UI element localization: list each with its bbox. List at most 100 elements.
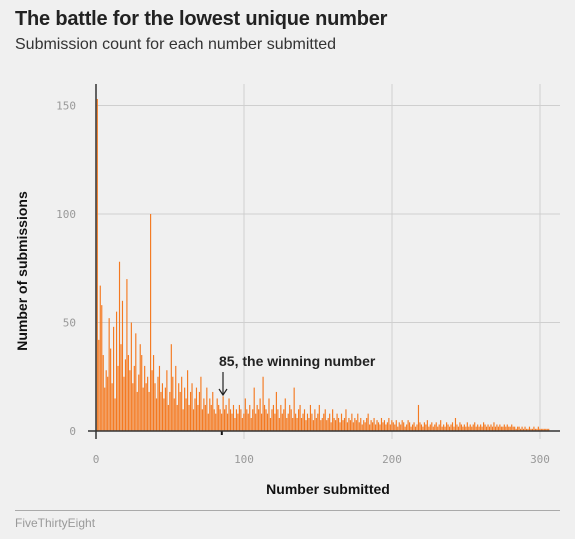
bar [379, 424, 381, 431]
bar [500, 426, 502, 431]
bar [295, 413, 297, 431]
bar [172, 376, 174, 431]
bar [188, 404, 190, 431]
bar [170, 344, 172, 431]
bar [167, 404, 169, 431]
bar [235, 409, 238, 431]
bar [138, 374, 140, 431]
bar [135, 333, 137, 431]
bar [508, 426, 510, 431]
bar [409, 422, 411, 431]
bar [385, 424, 387, 431]
bar [241, 417, 243, 431]
bar [377, 422, 380, 431]
bar [374, 424, 377, 431]
bar [229, 409, 232, 431]
bar [130, 322, 132, 431]
bar [471, 426, 473, 431]
bar [469, 424, 471, 431]
bar [400, 424, 402, 431]
bar [240, 409, 242, 431]
bar [139, 344, 141, 431]
bar [355, 420, 357, 431]
bar [361, 424, 363, 431]
bar [256, 404, 258, 431]
bar [226, 413, 229, 431]
bar [298, 409, 300, 431]
bar [269, 417, 272, 431]
bar [151, 370, 153, 431]
bar [114, 398, 116, 431]
bar [376, 420, 378, 431]
bar [530, 428, 532, 431]
bar [343, 417, 346, 431]
chart-plot: 0 50 100 150 0 100 200 300 85, the winning num… [14, 84, 560, 497]
bar [221, 413, 223, 431]
bar [367, 413, 369, 431]
bar [462, 426, 464, 431]
bar [315, 417, 317, 431]
bar [277, 409, 279, 431]
bar [283, 409, 285, 431]
bar [475, 426, 477, 431]
bar [403, 422, 405, 431]
bar [259, 398, 261, 431]
bar [173, 398, 175, 431]
bar [477, 424, 479, 431]
bar [460, 424, 462, 431]
bar [124, 359, 127, 431]
bar [253, 387, 255, 431]
bar [389, 424, 391, 431]
bar [105, 370, 107, 431]
bar [155, 398, 158, 431]
bar [96, 98, 98, 432]
bar [524, 426, 526, 431]
bar [292, 417, 294, 431]
bar [537, 426, 539, 431]
bar [127, 355, 129, 431]
bar [481, 426, 483, 431]
bar [118, 261, 121, 431]
bar [98, 339, 100, 431]
bar [184, 387, 186, 431]
bar [263, 404, 266, 431]
bar [543, 428, 545, 431]
bar [373, 417, 375, 431]
bar [152, 355, 155, 431]
x-gridlines [243, 84, 541, 439]
bar [454, 417, 457, 431]
bar [425, 424, 427, 431]
y-tick-label: 50 [63, 317, 76, 330]
bar [299, 404, 301, 431]
x-axis-title: Number submitted [266, 481, 390, 497]
bar [502, 426, 504, 431]
bar [213, 409, 215, 431]
bar [432, 426, 434, 431]
bar [179, 391, 181, 431]
bar [182, 409, 184, 431]
annotation-arrow-head [218, 388, 228, 397]
bar [517, 426, 519, 431]
bar [115, 311, 118, 431]
bar [101, 305, 103, 431]
bar [111, 383, 113, 431]
bar [503, 424, 505, 431]
bar [107, 376, 109, 431]
bar [296, 417, 298, 431]
bar [496, 424, 498, 431]
bar [423, 422, 425, 431]
bar [104, 387, 106, 431]
bar [457, 426, 460, 431]
bar [191, 383, 193, 431]
bar [491, 426, 494, 431]
bar [286, 417, 288, 431]
bar [175, 365, 177, 431]
bar [258, 409, 260, 431]
bar [420, 424, 423, 431]
x-tick-label: 100 [234, 453, 254, 466]
bar [102, 355, 104, 431]
bar [327, 417, 329, 431]
bar [271, 409, 273, 431]
bar [163, 398, 165, 431]
bar [215, 413, 217, 431]
